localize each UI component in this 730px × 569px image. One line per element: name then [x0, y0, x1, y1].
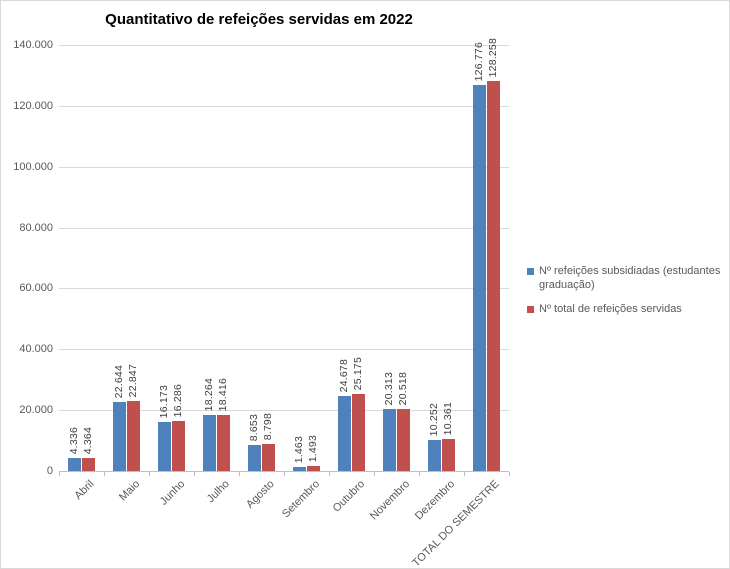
- x-axis-category-label: Outubro: [330, 478, 367, 515]
- x-axis-tick: [464, 472, 465, 476]
- bar-value-label: 22.644: [113, 364, 125, 398]
- bar-subsidized-meals: [203, 415, 216, 471]
- chart-legend: Nº refeições subsidiadas (estudantes gra…: [527, 264, 725, 326]
- legend-label: Nº refeições subsidiadas (estudantes gra…: [539, 265, 721, 291]
- y-axis-tick-label: 100.000: [13, 161, 53, 173]
- x-axis-tick: [59, 472, 60, 476]
- bar-value-label: 24.678: [338, 358, 350, 392]
- gridline: [59, 45, 509, 46]
- y-axis-tick-label: 120.000: [13, 100, 53, 112]
- x-axis-category-label: Dezembro: [412, 478, 457, 523]
- y-axis-tick-label: 0: [46, 465, 53, 477]
- x-axis-category-label: Novembro: [367, 478, 412, 523]
- gridline: [59, 228, 509, 229]
- x-axis-category-label: Setembro: [279, 478, 322, 521]
- x-axis-category-label: Julho: [204, 478, 232, 506]
- bar-value-label: 20.313: [383, 371, 395, 405]
- bar-subsidized-meals: [293, 467, 306, 471]
- bar-subsidized-meals: [338, 396, 351, 471]
- bar-subsidized-meals: [113, 402, 126, 471]
- x-axis-category-label: Junho: [157, 478, 187, 508]
- x-axis-tick: [509, 472, 510, 476]
- x-axis-category-label: Maio: [116, 478, 142, 504]
- bar-subsidized-meals: [68, 458, 81, 471]
- x-axis-category-label: Abril: [72, 478, 97, 503]
- legend-swatch-icon: [527, 306, 534, 313]
- bar-value-label: 18.264: [203, 377, 215, 411]
- bar-value-label: 128.258: [487, 37, 499, 77]
- bar-value-label: 1.463: [293, 435, 305, 463]
- x-axis-tick: [149, 472, 150, 476]
- legend-swatch-icon: [527, 268, 534, 275]
- y-axis-tick-label: 20.000: [19, 404, 53, 416]
- x-axis-tick: [194, 472, 195, 476]
- x-axis-category-label: Agosto: [244, 478, 277, 511]
- x-axis-category-label: TOTAL DO SEMESTRE: [410, 478, 502, 569]
- bar-value-label: 126.776: [473, 41, 485, 81]
- bar-value-label: 16.173: [158, 384, 170, 418]
- bar-total-meals: [487, 81, 500, 471]
- bar-total-meals: [262, 444, 275, 471]
- legend-item: Nº refeições subsidiadas (estudantes gra…: [527, 264, 725, 292]
- bar-value-label: 4.364: [82, 426, 94, 454]
- bar-subsidized-meals: [473, 85, 486, 471]
- legend-label: Nº total de refeições servidas: [539, 303, 682, 315]
- bar-value-label: 10.361: [442, 401, 454, 435]
- y-axis-tick-label: 60.000: [19, 282, 53, 294]
- bar-value-label: 10.252: [428, 402, 440, 436]
- bar-value-label: 8.653: [248, 413, 260, 441]
- bar-subsidized-meals: [383, 409, 396, 471]
- x-axis-line: [59, 471, 509, 472]
- bar-total-meals: [172, 421, 185, 471]
- gridline: [59, 167, 509, 168]
- bar-total-meals: [442, 439, 455, 471]
- bar-subsidized-meals: [428, 440, 441, 471]
- gridline: [59, 410, 509, 411]
- bar-value-label: 8.798: [262, 412, 274, 440]
- x-axis-tick: [419, 472, 420, 476]
- x-axis-tick: [329, 472, 330, 476]
- bar-value-label: 20.518: [397, 371, 409, 405]
- bar-value-label: 16.286: [172, 383, 184, 417]
- bar-value-label: 1.493: [307, 434, 319, 462]
- x-axis-tick: [284, 472, 285, 476]
- bar-total-meals: [127, 401, 140, 471]
- y-axis-tick-label: 80.000: [19, 222, 53, 234]
- bar-total-meals: [397, 409, 410, 471]
- y-axis-tick-label: 40.000: [19, 343, 53, 355]
- gridline: [59, 106, 509, 107]
- y-axis-tick-label: 140.000: [13, 39, 53, 51]
- bar-value-label: 4.336: [68, 426, 80, 454]
- bar-total-meals: [307, 466, 320, 471]
- bar-subsidized-meals: [248, 445, 261, 471]
- bar-total-meals: [217, 415, 230, 471]
- bar-total-meals: [82, 458, 95, 471]
- bar-value-label: 25.175: [352, 356, 364, 390]
- gridline: [59, 288, 509, 289]
- bar-value-label: 22.847: [127, 363, 139, 397]
- chart-title: Quantitativo de refeições servidas em 20…: [105, 11, 413, 28]
- x-axis-tick: [104, 472, 105, 476]
- x-axis-tick: [374, 472, 375, 476]
- legend-item: Nº total de refeições servidas: [527, 302, 725, 316]
- bar-total-meals: [352, 394, 365, 471]
- bar-subsidized-meals: [158, 422, 171, 471]
- bar-value-label: 18.416: [217, 377, 229, 411]
- x-axis-tick: [239, 472, 240, 476]
- gridline: [59, 349, 509, 350]
